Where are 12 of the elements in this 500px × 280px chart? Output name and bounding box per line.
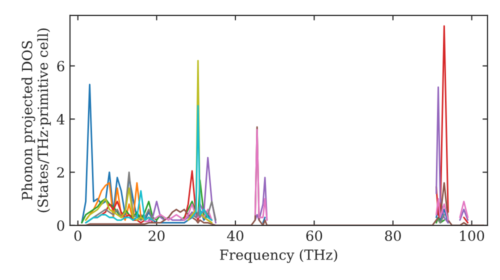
x-tick-label: 20: [148, 230, 165, 242]
x-tick-label: 100: [460, 230, 484, 242]
x-tick-label: 60: [306, 230, 322, 242]
y-tick-label: 6: [57, 60, 64, 72]
x-tick-label: 40: [227, 230, 244, 242]
x-tick-label: 80: [385, 230, 401, 242]
y-axis-title: Phonon projected DOS (States/THz·primitive cell): [22, 28, 51, 212]
y-tick-label: 0: [57, 220, 64, 231]
y-tick-label: 2: [57, 167, 64, 178]
y-tick-label: 4: [56, 114, 64, 124]
x-tick-label: 0: [74, 230, 82, 242]
x-axis-title: Frequency (THz): [220, 249, 338, 263]
